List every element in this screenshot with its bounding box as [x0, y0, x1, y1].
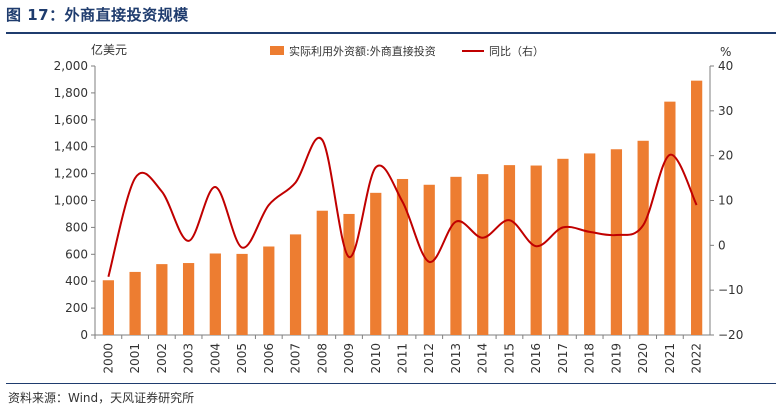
x-tick-label: 2006	[262, 343, 276, 374]
bar	[691, 80, 703, 336]
bar	[530, 165, 542, 335]
x-tick-label: 2002	[155, 343, 169, 374]
bar	[102, 280, 114, 335]
line-series	[107, 136, 698, 277]
title-rule	[6, 32, 776, 34]
bar	[182, 263, 195, 335]
bar	[664, 101, 676, 335]
figure-title: 图 17：外商直接投资规模	[6, 6, 189, 24]
bar	[637, 140, 649, 335]
x-tick-label: 2015	[502, 343, 516, 374]
bar	[316, 210, 328, 335]
right-unit-label: %	[720, 45, 731, 59]
left-tick-labels: 0 200 400 600 800 1,000 1,200 1,400 1,600 1,800 2,…	[54, 59, 88, 342]
left-tick-label: 600	[65, 247, 88, 261]
x-tick-label: 2012	[422, 343, 436, 374]
x-tick-label: 2014	[476, 343, 490, 374]
bar	[343, 213, 355, 335]
source-note: 资料来源：Wind，天风证券研究所	[8, 391, 195, 405]
x-tick-label: 2011	[396, 343, 410, 374]
x-tick-label: 2020	[636, 343, 650, 374]
chart: 亿美元 % 实际利用外资额:外商直接投资 同比（右） 2000 2001 2002 2…	[54, 42, 744, 374]
left-tick-label: 800	[65, 220, 88, 234]
bar	[370, 192, 382, 335]
legend-label-bar: 实际利用外资额:外商直接投资	[289, 44, 436, 58]
x-tick-label: 2004	[208, 343, 222, 374]
left-tick-label: 1,000	[54, 194, 88, 208]
legend: 实际利用外资额:外商直接投资 同比（右）	[270, 44, 544, 58]
right-tick-label: 10	[718, 194, 733, 208]
x-tick-label: 2007	[289, 343, 303, 374]
bar	[503, 165, 516, 335]
right-tick-labels: −20 −10 0 10 20 30 40	[718, 59, 743, 342]
left-tick-label: 200	[65, 301, 88, 315]
bar	[263, 246, 275, 335]
bar	[209, 253, 221, 335]
left-tick-label: 1,800	[54, 86, 88, 100]
legend-swatch-bar	[270, 46, 284, 55]
x-tick-label: 2005	[235, 343, 249, 374]
x-tick-label: 2017	[556, 343, 570, 374]
bar	[477, 174, 489, 335]
bar	[584, 153, 596, 335]
x-tick-label: 2009	[342, 343, 356, 374]
x-tick-label: 2001	[128, 343, 142, 374]
x-tick-label: 2013	[449, 343, 463, 374]
bar	[156, 264, 168, 335]
x-tick-label: 2016	[529, 343, 543, 374]
x-tick-label: 2003	[182, 343, 196, 374]
right-tick-label: 40	[718, 59, 733, 73]
source-rule	[6, 383, 776, 384]
bar	[610, 149, 623, 335]
x-tick-labels: 2000 2001 2002 2003 2004 2005 2006 2007 2008 2009…	[101, 343, 703, 374]
left-tick-label: 1,400	[54, 140, 88, 154]
legend-label-line: 同比（右）	[489, 44, 544, 58]
bar	[396, 178, 409, 335]
left-tick-label: 400	[65, 274, 88, 288]
bar-series	[102, 80, 703, 336]
left-tick-label: 1,200	[54, 167, 88, 181]
bar	[289, 234, 302, 335]
right-tick-label: −20	[718, 328, 743, 342]
left-tick-label: 0	[80, 328, 88, 342]
bar	[557, 158, 569, 335]
right-tick-label: −10	[718, 283, 743, 297]
right-tick-label: 20	[718, 149, 733, 163]
x-tick-label: 2000	[101, 343, 115, 374]
x-tick-label: 2021	[663, 343, 677, 374]
bar	[450, 176, 462, 335]
right-tick-label: 30	[718, 104, 733, 118]
right-tick-label: 0	[718, 238, 726, 252]
left-tick-label: 2,000	[54, 59, 88, 73]
x-tick-label: 2019	[609, 343, 623, 374]
bar	[423, 184, 435, 335]
bar	[129, 271, 141, 335]
x-tick-label: 2022	[690, 343, 704, 374]
x-tick-label: 2018	[583, 343, 597, 374]
x-tick-label: 2010	[369, 343, 383, 374]
x-tick-label: 2008	[315, 343, 329, 374]
left-tick-label: 1,600	[54, 113, 88, 127]
left-unit-label: 亿美元	[91, 42, 127, 57]
yoy-line	[107, 136, 698, 277]
bar	[236, 253, 248, 335]
